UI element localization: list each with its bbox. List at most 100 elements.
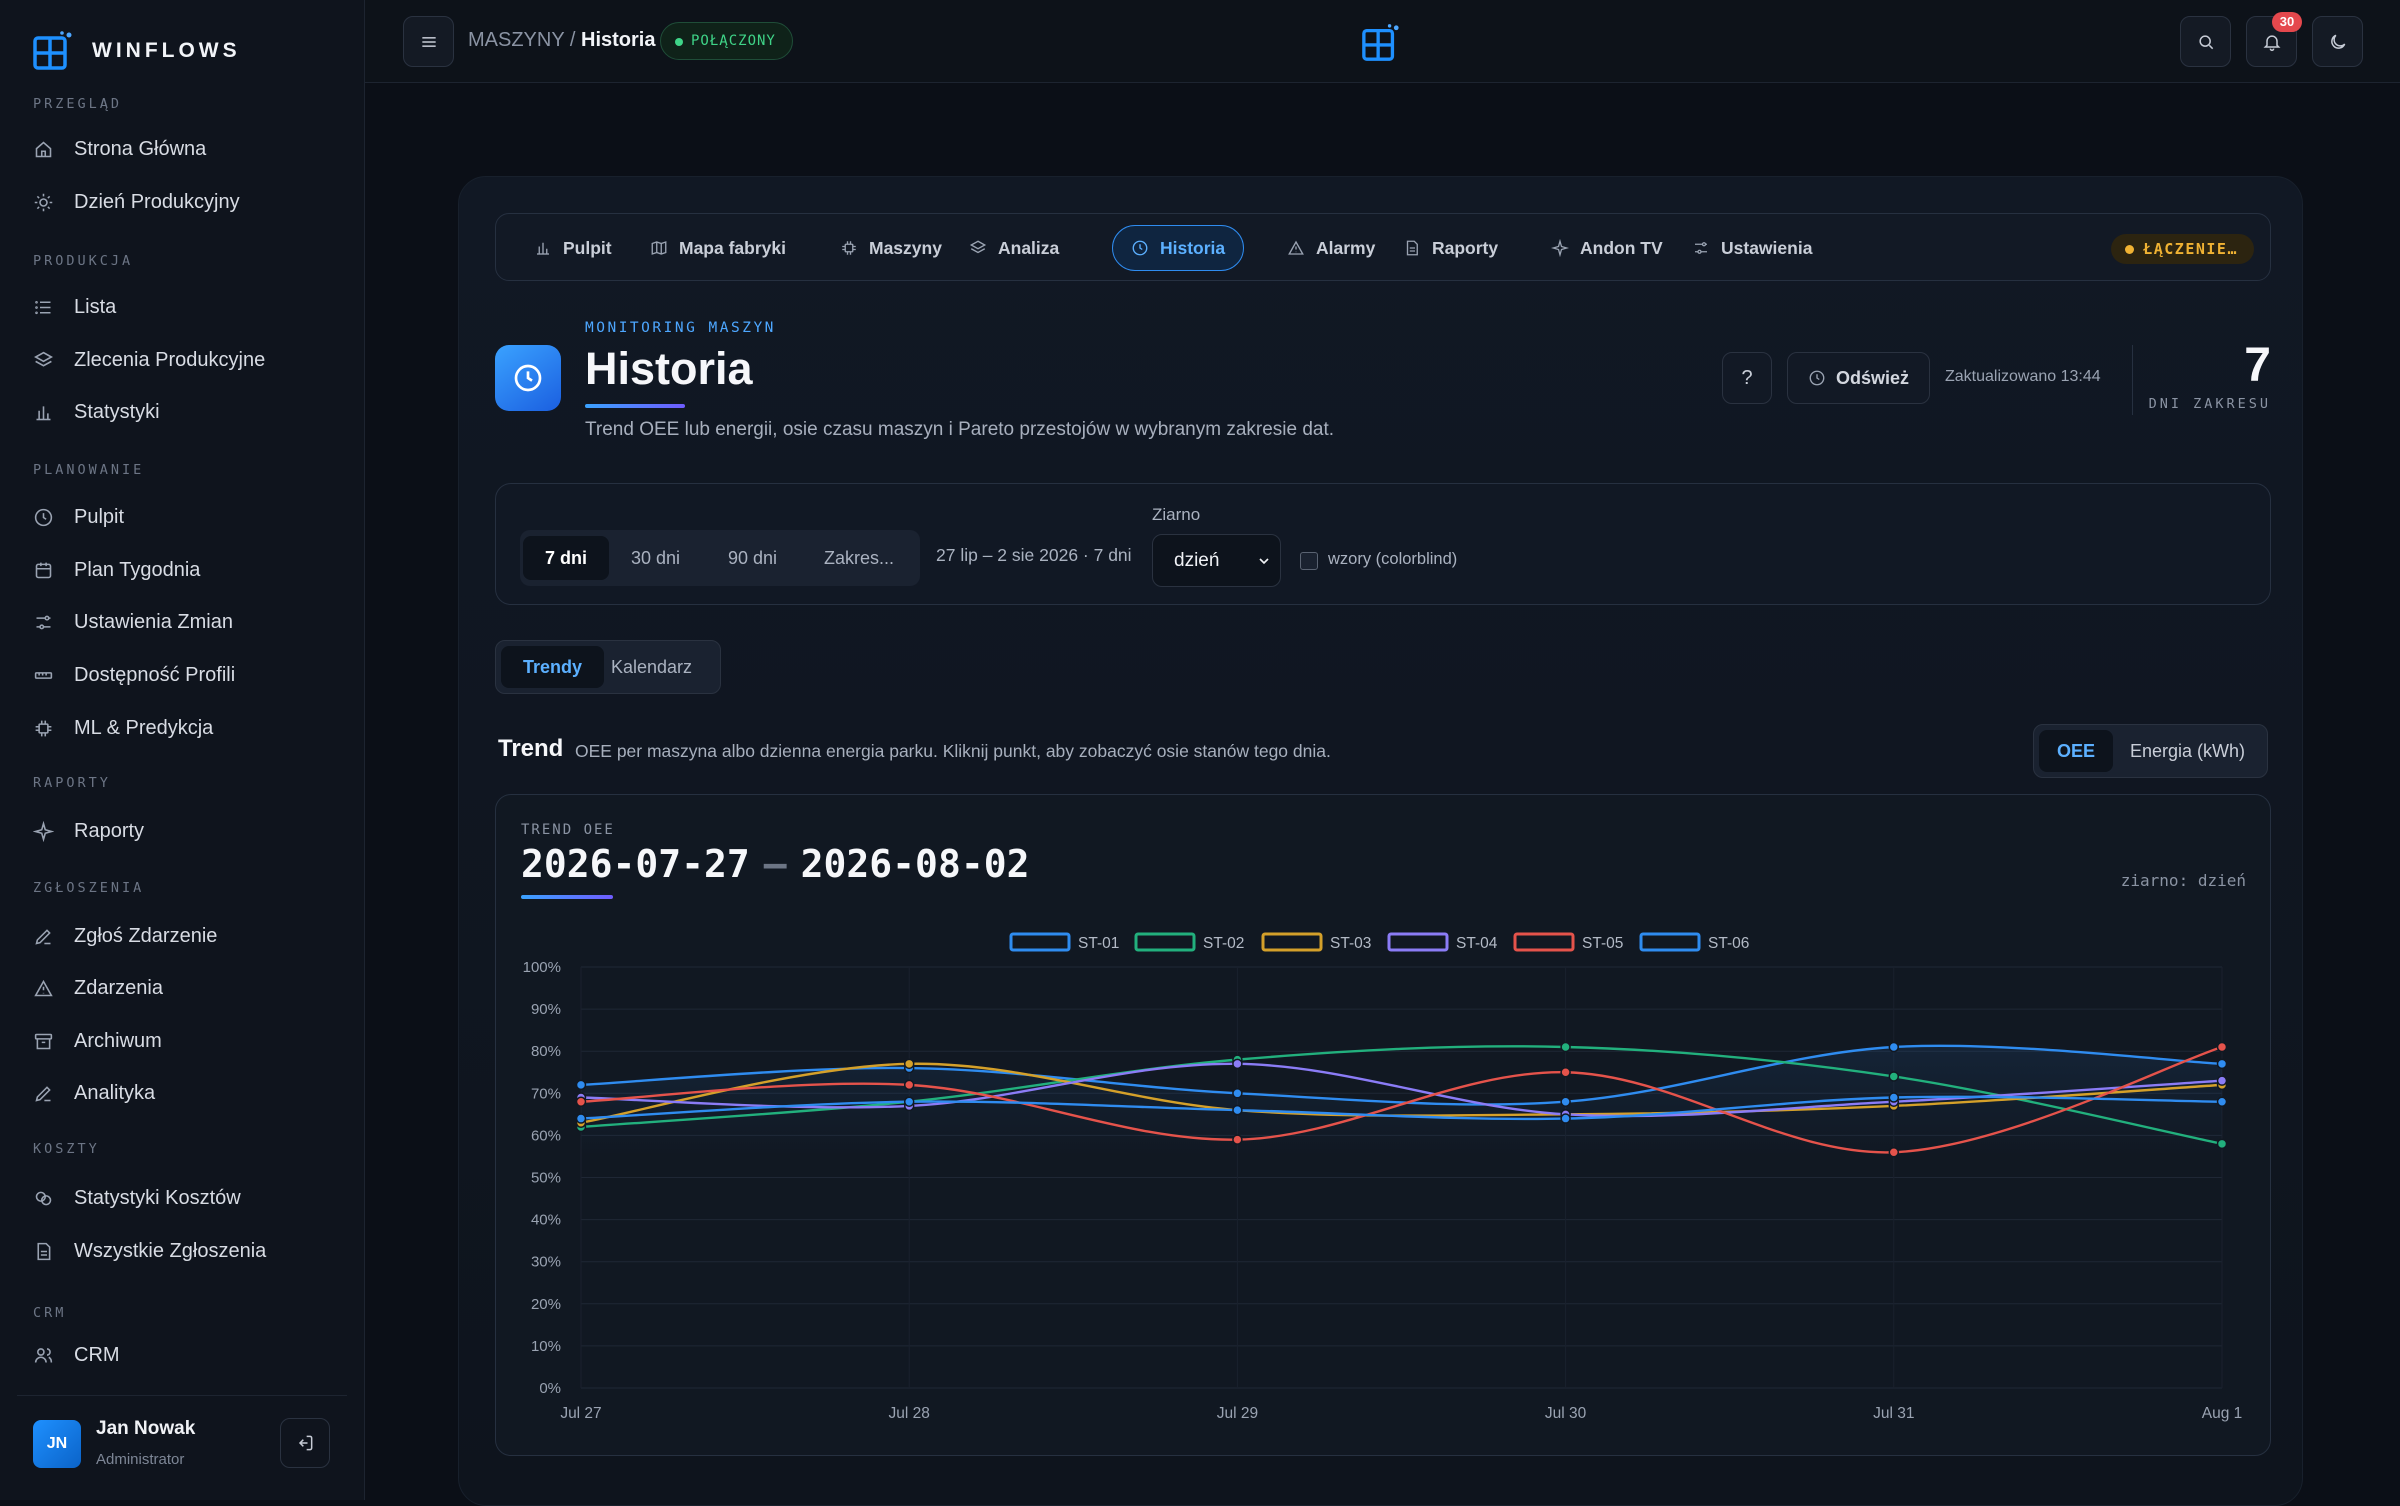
data-point[interactable]	[2216, 1058, 2228, 1070]
data-point[interactable]	[1560, 1113, 1571, 1124]
data-point[interactable]	[575, 1079, 587, 1091]
sidebar-item-label: Zdarzenia	[74, 977, 163, 999]
breadcrumb-parent[interactable]: MASZYNY	[468, 29, 565, 51]
breadcrumb-current: Historia	[581, 29, 656, 51]
sidebar-item-archiwum[interactable]: Archiwum	[33, 1030, 162, 1053]
nav-section-title: CRM	[33, 1305, 67, 1321]
sidebar-item-label: Statystyki Kosztów	[74, 1187, 241, 1209]
tab-pulpit[interactable]: Pulpit	[516, 225, 630, 271]
series-line	[579, 1095, 2224, 1121]
oee-line-chart[interactable]: 0% 10% 20% 30% 40% 50% 60% 70% 80% 90% 100% Jul 27 J…	[496, 795, 2272, 1457]
range-custom-button[interactable]: Zakres...	[824, 548, 895, 568]
sidebar-item-zglos-zdarzenie[interactable]: Zgłoś Zdarzenie	[33, 925, 217, 948]
data-point[interactable]	[1888, 1071, 1900, 1082]
tab-label: Alarmy	[1316, 237, 1376, 258]
legend-swatch[interactable]	[1639, 932, 1701, 952]
series-line	[579, 1044, 2224, 1106]
legend-label[interactable]: ST-05	[1582, 935, 1623, 952]
sidebar-item-dzien-produkcyjny[interactable]: Dzień Produkcyjny	[33, 191, 240, 214]
sidebar-item-zlecenia-produkcyjne[interactable]: Zlecenia Produkcyjne	[33, 349, 265, 372]
sidebar-item-analityka[interactable]: Analityka	[33, 1082, 155, 1105]
legend-label[interactable]: ST-06	[1708, 935, 1749, 952]
sidebar-item-zdarzenia[interactable]: Zdarzenia	[33, 977, 163, 1000]
brand-logo[interactable]: WINFLOWS	[32, 30, 241, 72]
sidebar-item-statystyki[interactable]: Statystyki	[33, 401, 160, 424]
data-point[interactable]	[575, 1113, 587, 1124]
sidebar-item-wszystkie-zgloszenia[interactable]: Wszystkie Zgłoszenia	[33, 1240, 266, 1263]
sidebar-item-raporty[interactable]: Raporty	[33, 820, 144, 843]
sidebar-item-lista[interactable]: Lista	[33, 296, 116, 319]
data-point[interactable]	[575, 1096, 587, 1107]
colorblind-patterns-checkbox[interactable]	[1300, 552, 1318, 570]
legend-swatch[interactable]	[1009, 932, 1071, 952]
menu-toggle-button[interactable]	[403, 16, 454, 67]
clock-icon	[514, 364, 542, 392]
legend-swatch[interactable]	[1387, 932, 1449, 952]
data-point[interactable]	[2216, 1138, 2228, 1150]
sidebar-item-ml-predykcja[interactable]: ML & Predykcja	[33, 717, 213, 740]
legend-swatch[interactable]	[1134, 932, 1196, 952]
data-point[interactable]	[1560, 1067, 1571, 1078]
colorblind-patterns-label[interactable]: wzory (colorblind)	[1328, 550, 1458, 568]
sidebar-item-statystyki-kosztow[interactable]: Statystyki Kosztów	[33, 1187, 241, 1210]
data-point[interactable]	[1232, 1088, 1243, 1099]
grain-select[interactable]: dzień	[1152, 534, 1281, 587]
data-point[interactable]	[2216, 1075, 2228, 1086]
data-point[interactable]	[2216, 1041, 2228, 1053]
data-point[interactable]	[1232, 1104, 1243, 1116]
tab-ustawienia[interactable]: Ustawienia	[1674, 225, 1830, 271]
data-point[interactable]	[1560, 1096, 1571, 1107]
legend-label[interactable]: ST-02	[1203, 935, 1244, 952]
legend-swatch[interactable]	[1261, 932, 1323, 952]
tab-alarmy[interactable]: Alarmy	[1269, 225, 1393, 271]
view-trends-tab[interactable]: Trendy	[501, 646, 605, 688]
sidebar-item-plan-tygodnia[interactable]: Plan Tygodnia	[33, 559, 200, 582]
legend-label[interactable]: ST-03	[1330, 935, 1371, 952]
clock-icon	[34, 508, 53, 527]
search-button[interactable]	[2180, 16, 2231, 67]
tab-mapa-fabryki[interactable]: Mapa fabryki	[632, 225, 804, 271]
help-button[interactable]: ?	[1722, 352, 1772, 404]
theme-toggle-button[interactable]	[2312, 16, 2363, 67]
layers-icon	[969, 240, 987, 254]
data-point[interactable]	[1560, 1041, 1571, 1053]
sidebar-item-dostepnosc-profili[interactable]: Dostępność Profili	[33, 664, 235, 687]
sidebar-item-ustawienia-zmian[interactable]: Ustawienia Zmian	[33, 611, 233, 634]
logout-button[interactable]	[280, 1418, 330, 1468]
sidebar-item-label: Strona Główna	[74, 138, 207, 160]
tab-raporty[interactable]: Raporty	[1385, 225, 1516, 271]
data-point[interactable]	[1888, 1041, 1900, 1053]
data-point[interactable]	[903, 1058, 915, 1070]
sidebar-item-pulpit[interactable]: Pulpit	[33, 506, 124, 529]
data-point[interactable]	[1232, 1058, 1243, 1070]
data-point[interactable]	[2216, 1096, 2228, 1107]
y-tick-label: 40%	[531, 1212, 561, 1229]
legend-swatch[interactable]	[1513, 932, 1575, 952]
data-point[interactable]	[1888, 1146, 1900, 1158]
tab-label: Ustawienia	[1721, 237, 1813, 258]
notification-count-badge: 30	[2272, 12, 2302, 32]
x-tick-label: Jul 29	[1217, 1405, 1258, 1422]
refresh-button[interactable]: Odśwież	[1787, 352, 1930, 404]
view-calendar-tab[interactable]: Kalendarz	[611, 657, 693, 677]
range-30-days-button[interactable]: 30 dni	[631, 548, 681, 568]
sidebar-item-crm[interactable]: CRM	[33, 1344, 120, 1367]
tab-analiza[interactable]: Analiza	[951, 225, 1077, 271]
sidebar-item-strona-glowna[interactable]: Strona Główna	[33, 138, 206, 161]
tab-maszyny[interactable]: Maszyny	[822, 225, 960, 271]
list-icon	[35, 300, 51, 315]
legend-label[interactable]: ST-04	[1456, 935, 1498, 952]
data-point[interactable]	[1232, 1134, 1243, 1145]
legend-label[interactable]: ST-01	[1078, 935, 1119, 952]
data-point[interactable]	[903, 1096, 915, 1107]
metric-energy-button[interactable]: Energia (kWh)	[2130, 741, 2246, 761]
data-point[interactable]	[1888, 1092, 1900, 1103]
tab-historia[interactable]: Historia	[1112, 225, 1245, 271]
tab-andon-tv[interactable]: Andon TV	[1533, 225, 1681, 271]
data-point[interactable]	[903, 1079, 915, 1091]
avatar[interactable]: JN	[33, 1420, 81, 1468]
metric-oee-button[interactable]: OEE	[2039, 730, 2114, 772]
range-7-days-button[interactable]: 7 dni	[523, 536, 610, 580]
range-90-days-button[interactable]: 90 dni	[728, 548, 778, 568]
tab-label: Historia	[1160, 237, 1226, 258]
